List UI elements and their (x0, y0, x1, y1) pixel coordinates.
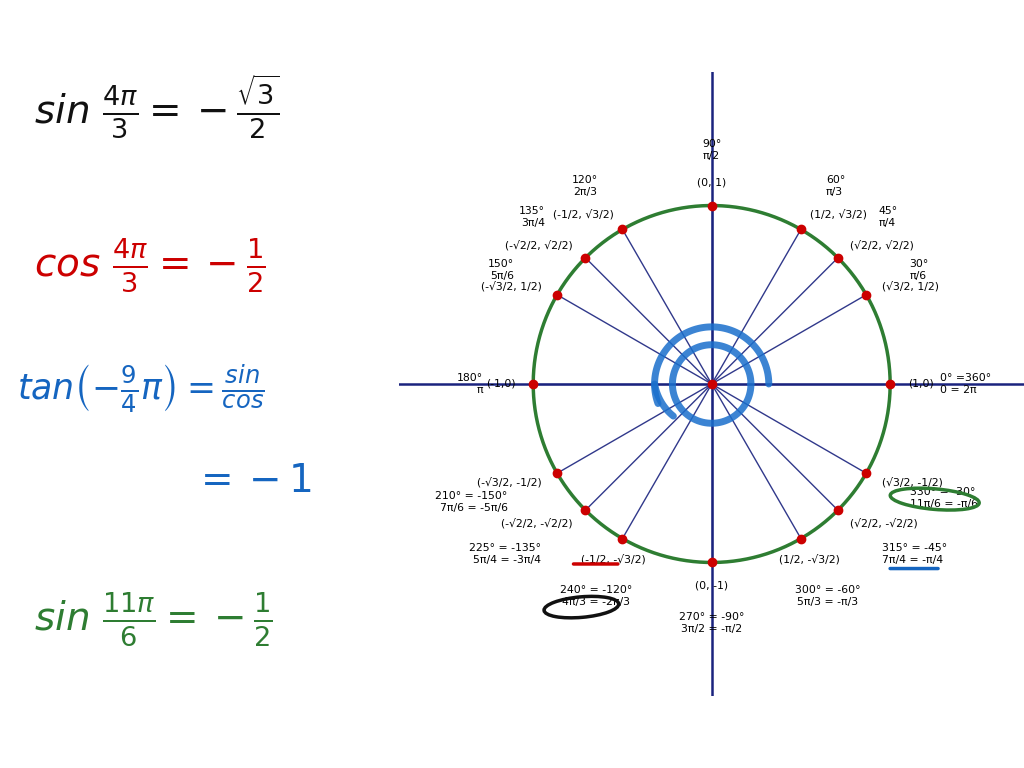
Text: (√2/2, √2/2): (√2/2, √2/2) (851, 240, 914, 250)
Text: (-√2/2, √2/2): (-√2/2, √2/2) (505, 240, 572, 250)
Text: 120°
2π/3: 120° 2π/3 (571, 175, 597, 197)
Text: (√3/2, -1/2): (√3/2, -1/2) (882, 477, 942, 488)
Text: 90°
π/2: 90° π/2 (702, 139, 721, 161)
Text: (-1,0): (-1,0) (485, 379, 515, 389)
Text: (1/2, -√3/2): (1/2, -√3/2) (779, 554, 841, 564)
Text: $sin\ \frac{4\pi}{3}=-\frac{\sqrt{3}}{2}$: $sin\ \frac{4\pi}{3}=-\frac{\sqrt{3}}{2}… (34, 72, 279, 141)
Text: $cos\ \frac{4\pi}{3}=-\frac{1}{2}$: $cos\ \frac{4\pi}{3}=-\frac{1}{2}$ (34, 237, 265, 294)
Text: (-1/2, √3/2): (-1/2, √3/2) (553, 209, 613, 219)
Text: (√2/2, -√2/2): (√2/2, -√2/2) (851, 518, 919, 528)
Text: 45°
π/4: 45° π/4 (879, 207, 897, 228)
Text: 270° = -90°
3π/2 = -π/2: 270° = -90° 3π/2 = -π/2 (679, 612, 744, 634)
Text: (√3/2, 1/2): (√3/2, 1/2) (882, 280, 939, 291)
Text: (0, -1): (0, -1) (695, 581, 728, 591)
Text: 330° = -30°
11π/6 = -π/6: 330° = -30° 11π/6 = -π/6 (909, 487, 978, 509)
Text: 315° = -45°
7π/4 = -π/4: 315° = -45° 7π/4 = -π/4 (882, 544, 947, 565)
Text: $sin\ \frac{11\pi}{6}=-\frac{1}{2}$: $sin\ \frac{11\pi}{6}=-\frac{1}{2}$ (34, 590, 272, 647)
Text: (-1/2, -√3/2): (-1/2, -√3/2) (582, 554, 646, 564)
Text: 0° =360°
0 = 2π: 0° =360° 0 = 2π (940, 373, 991, 395)
Text: 300° = -60°
5π/3 = -π/3: 300° = -60° 5π/3 = -π/3 (795, 585, 860, 607)
Text: 60°
π/3: 60° π/3 (826, 175, 845, 197)
Text: $tan\left(-\frac{9}{4}\pi\right)=\frac{sin}{cos}$: $tan\left(-\frac{9}{4}\pi\right)=\frac{s… (16, 362, 264, 415)
Text: 135°
3π/4: 135° 3π/4 (519, 207, 545, 228)
Text: $=-1$: $=-1$ (194, 465, 312, 499)
Text: (1/2, √3/2): (1/2, √3/2) (810, 209, 867, 219)
Text: 225° = -135°
5π/4 = -3π/4: 225° = -135° 5π/4 = -3π/4 (469, 544, 542, 565)
Text: 240° = -120°
4π/3 = -2π/3: 240° = -120° 4π/3 = -2π/3 (559, 585, 632, 607)
Text: 180°
π: 180° π (457, 373, 483, 395)
Text: (-√3/2, -1/2): (-√3/2, -1/2) (477, 477, 542, 488)
Text: 210° = -150°
7π/6 = -5π/6: 210° = -150° 7π/6 = -5π/6 (435, 491, 508, 513)
Text: 150°
5π/6: 150° 5π/6 (487, 259, 514, 281)
Text: 30°
π/6: 30° π/6 (909, 259, 929, 281)
Text: (-√3/2, 1/2): (-√3/2, 1/2) (481, 280, 542, 291)
Text: (-√2/2, -√2/2): (-√2/2, -√2/2) (501, 518, 572, 528)
Text: (1,0): (1,0) (908, 379, 934, 389)
Text: (0, 1): (0, 1) (697, 177, 726, 187)
